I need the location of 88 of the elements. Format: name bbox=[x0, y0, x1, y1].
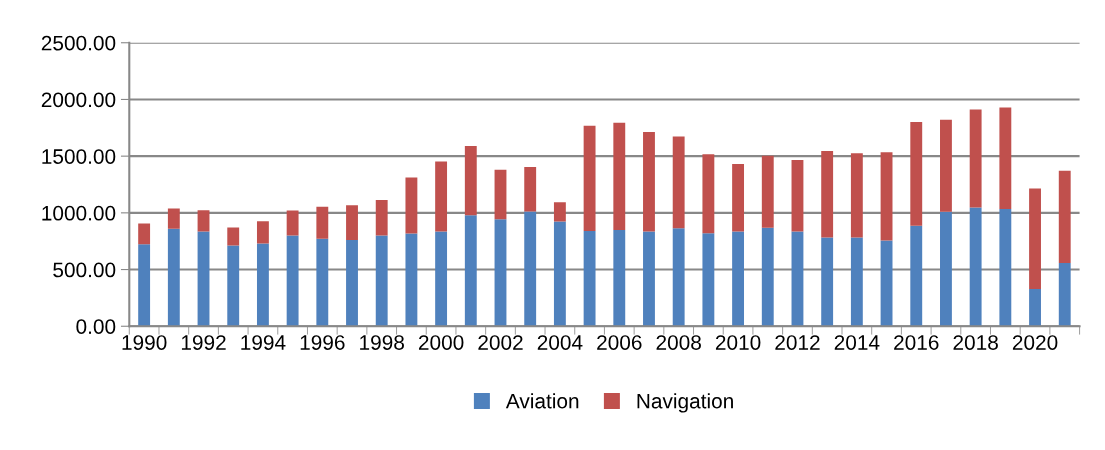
bar bbox=[821, 151, 834, 238]
bar bbox=[227, 245, 240, 327]
bar bbox=[850, 237, 863, 327]
bar bbox=[969, 109, 982, 208]
bar bbox=[138, 244, 151, 327]
bar bbox=[583, 125, 596, 232]
bar bbox=[969, 207, 982, 327]
x-tick-label: 2016 bbox=[894, 335, 939, 350]
bar bbox=[1029, 188, 1041, 290]
x-tick-label: 2000 bbox=[418, 335, 464, 350]
bar bbox=[643, 231, 655, 327]
bar bbox=[435, 231, 448, 327]
bar bbox=[197, 210, 210, 232]
bar bbox=[910, 225, 923, 327]
bar bbox=[524, 211, 537, 327]
y-tick-label: 2500.00 bbox=[41, 35, 116, 51]
bar bbox=[732, 231, 745, 327]
bar bbox=[702, 154, 715, 234]
bar bbox=[256, 243, 269, 327]
y-tick-label: 0.00 bbox=[76, 319, 116, 334]
bar bbox=[732, 163, 745, 232]
bar bbox=[791, 160, 804, 232]
bar bbox=[138, 223, 151, 245]
legend-label: Aviation bbox=[505, 393, 579, 409]
bar bbox=[316, 206, 329, 239]
bar bbox=[880, 240, 893, 327]
x-tick-label: 2010 bbox=[715, 335, 761, 350]
bar bbox=[494, 169, 507, 220]
x-tick-label: 1990 bbox=[122, 335, 167, 350]
legend-label: Navigation bbox=[637, 393, 733, 413]
bar bbox=[286, 235, 299, 327]
bar bbox=[940, 211, 952, 327]
bar bbox=[613, 122, 626, 231]
bar bbox=[346, 205, 358, 241]
bar bbox=[167, 228, 180, 327]
x-tick-label: 2008 bbox=[656, 335, 701, 350]
bar bbox=[672, 228, 685, 327]
bar bbox=[910, 122, 923, 226]
bar bbox=[761, 155, 774, 228]
bar bbox=[702, 233, 715, 327]
y-tick-label: 1000.00 bbox=[42, 205, 116, 221]
bar bbox=[613, 230, 626, 327]
bar bbox=[316, 238, 329, 327]
bar bbox=[1058, 263, 1071, 327]
x-tick-label: 2014 bbox=[834, 335, 880, 350]
bar bbox=[643, 132, 655, 232]
bar bbox=[999, 208, 1012, 327]
x-tick-label: 2012 bbox=[775, 335, 820, 350]
x-tick-label: 1994 bbox=[241, 335, 286, 350]
bar bbox=[227, 227, 240, 246]
y-tick-label: 1500.00 bbox=[42, 149, 116, 164]
bar bbox=[405, 233, 418, 327]
bar bbox=[524, 166, 537, 212]
x-tick-label: 1992 bbox=[181, 335, 226, 350]
bar bbox=[286, 210, 299, 236]
bar bbox=[1029, 289, 1041, 327]
bar bbox=[791, 231, 804, 327]
bar bbox=[553, 221, 566, 327]
x-tick-label: 1998 bbox=[360, 335, 404, 350]
bar bbox=[197, 231, 210, 327]
bar bbox=[464, 146, 477, 216]
bar bbox=[880, 152, 893, 241]
bar bbox=[761, 227, 774, 327]
x-tick-label: 1996 bbox=[300, 335, 345, 350]
bar bbox=[375, 235, 388, 327]
bar bbox=[346, 240, 358, 327]
bar bbox=[999, 107, 1012, 209]
bar bbox=[494, 219, 507, 327]
bar bbox=[672, 136, 685, 229]
x-tick-label: 2006 bbox=[597, 335, 642, 350]
bar bbox=[583, 231, 596, 327]
x-tick-label: 2018 bbox=[953, 335, 998, 350]
bar bbox=[464, 215, 477, 327]
bar bbox=[1058, 170, 1071, 264]
bar bbox=[940, 119, 952, 212]
bar bbox=[435, 161, 448, 232]
bar bbox=[553, 202, 566, 222]
bar bbox=[375, 199, 388, 236]
bar bbox=[821, 237, 834, 327]
bar bbox=[405, 177, 418, 234]
x-tick-label: 2002 bbox=[478, 335, 523, 350]
bar bbox=[167, 208, 180, 229]
bar bbox=[256, 221, 269, 244]
x-tick-label: 2004 bbox=[537, 335, 583, 350]
y-tick-label: 2000.00 bbox=[41, 92, 116, 108]
y-tick-label: 500.00 bbox=[53, 262, 116, 278]
x-tick-label: 2020 bbox=[1012, 335, 1058, 350]
bar bbox=[850, 153, 863, 238]
